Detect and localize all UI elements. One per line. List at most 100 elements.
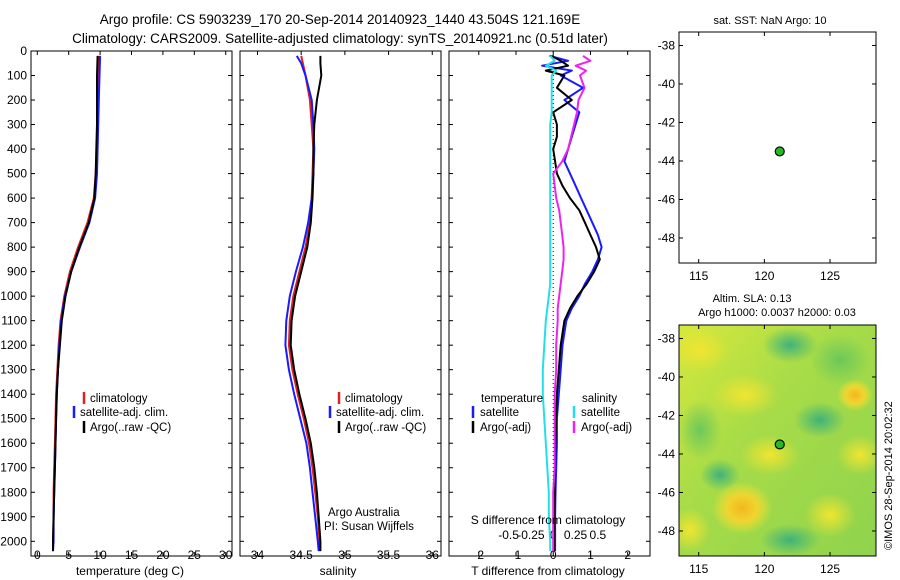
map-y-tick-label: -44: [658, 154, 676, 168]
axes-layer: 0100200300400500600700800900100011001200…: [0, 32, 876, 576]
x-tick-label: 25: [188, 548, 202, 562]
series-layer: [52, 54, 785, 552]
depth-tick-label: 1000: [0, 289, 27, 303]
map-y-tick-label: -48: [658, 231, 676, 245]
legend-label-climatology: climatology: [345, 393, 403, 405]
map-y-tick-label: -42: [658, 115, 676, 129]
x-tick-label: 10: [93, 548, 107, 562]
temperature-legend: climatology satellite-adj. clim. Argo(..…: [72, 392, 171, 434]
x-tick-label: -1: [511, 548, 522, 562]
imos-timestamp: ©IMOS 28-Sep-2014 20:02:32: [883, 401, 895, 550]
depth-tick-label: 500: [7, 167, 27, 181]
sla-map-title-2: Argo h1000: 0.0037 h2000: 0.03: [698, 307, 856, 319]
map-y-tick-label: -38: [658, 38, 676, 52]
map-x-tick-label: 125: [820, 562, 840, 576]
depth-tick-label: 200: [7, 93, 27, 107]
depth-tick-label: 1100: [1, 314, 27, 328]
x-tick-label: 35: [338, 548, 352, 562]
depth-tick-label: 900: [7, 265, 27, 279]
temperature-series-0: [52, 55, 100, 552]
map-x-tick-label: 120: [754, 562, 774, 576]
map-x-tick-label: 120: [754, 269, 774, 283]
s-diff-tick-label: -0.25: [517, 528, 545, 542]
map-y-tick-label: -38: [658, 331, 676, 345]
t-difference-xlabel: T difference from climatology: [471, 564, 625, 578]
argo-float-location: [774, 439, 785, 450]
annotation-argo-australia: Argo Australia: [328, 507, 400, 519]
s-diff-tick-label: 0.25: [564, 528, 588, 542]
difference-series-1: [544, 55, 601, 552]
map-y-tick-label: -40: [658, 77, 676, 91]
depth-tick-label: 0: [20, 44, 27, 58]
s-diff-tick-label: 0.5: [590, 528, 607, 542]
sla-map-panel: [678, 324, 877, 557]
s-difference-xlabel: S difference from climatology: [471, 513, 626, 527]
sst-map-panel: [678, 31, 877, 264]
legend-label-s-argo: Argo(-adj): [581, 422, 632, 434]
salinity-legend: climatology satellite-adj. clim. Argo(..…: [324, 392, 426, 533]
title-line-2: Climatology: CARS2009. Satellite-adjuste…: [72, 31, 608, 46]
legend-label-t-satellite: satellite: [480, 407, 519, 419]
map-x-tick-label: 115: [689, 269, 708, 283]
x-tick-label: 35.5: [377, 548, 401, 562]
depth-tick-label: 1800: [0, 485, 27, 499]
difference-panel: [448, 50, 651, 557]
legend-header-temperature: temperature: [481, 393, 543, 405]
legend-label-s-satellite: satellite: [581, 407, 620, 419]
depth-tick-label: 300: [7, 118, 27, 132]
x-tick-label: 5: [65, 548, 72, 562]
temperature-series-1: [52, 55, 102, 552]
difference-legend: temperature salinity satellite Argo(-adj…: [471, 393, 632, 434]
depth-tick-label: 1700: [0, 461, 27, 475]
legend-label-t-argo: Argo(-adj): [480, 422, 531, 434]
map-y-tick-label: -40: [658, 370, 676, 384]
depth-tick-label: 1200: [0, 338, 27, 352]
map-x-tick-label: 125: [820, 269, 840, 283]
x-tick-label: 0: [34, 548, 41, 562]
temperature-panel: [30, 50, 233, 557]
depth-tick-label: 1900: [0, 510, 27, 524]
difference-series-3: [552, 55, 592, 552]
depth-tick-label: 700: [7, 216, 27, 230]
x-tick-label: 20: [156, 548, 170, 562]
legend-label-satellite: satellite-adj. clim.: [336, 407, 424, 419]
annotation-pi: PI: Susan Wijffels: [324, 521, 414, 533]
legend-label-argo: Argo(..raw -QC): [90, 422, 171, 434]
salinity-series-1: [284, 55, 320, 552]
map-y-tick-label: -46: [658, 192, 676, 206]
title-line-1: Argo profile: CS 5903239_170 20-Sep-2014…: [100, 12, 580, 27]
depth-tick-label: 100: [7, 69, 27, 83]
x-tick-label: -2: [473, 548, 484, 562]
temperature-xlabel: temperature (deg C): [76, 564, 184, 578]
legend-label-climatology: climatology: [90, 393, 148, 405]
x-tick-label: 15: [125, 548, 139, 562]
depth-tick-label: 800: [7, 240, 27, 254]
map-x-tick-label: 115: [689, 562, 708, 576]
depth-tick-label: 1500: [0, 412, 27, 426]
depth-tick-label: 1400: [0, 387, 27, 401]
map-y-tick-label: -48: [658, 524, 676, 538]
depth-tick-label: 400: [7, 142, 27, 156]
legend-label-argo: Argo(..raw -QC): [345, 422, 426, 434]
x-tick-label: 36: [426, 548, 440, 562]
legend-header-salinity: salinity: [582, 393, 617, 405]
depth-tick-label: 1600: [0, 436, 27, 450]
s-diff-tick-label: -0.5: [498, 528, 519, 542]
temperature-series-2: [52, 55, 99, 552]
salinity-panel: [239, 50, 442, 557]
salinity-series-2: [289, 55, 323, 552]
depth-tick-label: 600: [7, 191, 27, 205]
argo-float-location: [774, 146, 785, 157]
map-y-tick-label: -42: [658, 408, 676, 422]
x-tick-label: 2: [624, 548, 631, 562]
salinity-series-0: [287, 55, 322, 552]
sst-map-title: sat. SST: NaN Argo: 10: [713, 15, 826, 27]
depth-tick-label: 1300: [0, 363, 27, 377]
depth-tick-label: 2000: [0, 534, 27, 548]
legend-label-satellite: satellite-adj. clim.: [80, 407, 168, 419]
x-tick-label: 34.5: [289, 548, 313, 562]
salinity-xlabel: salinity: [320, 564, 357, 578]
map-y-tick-label: -46: [658, 485, 676, 499]
